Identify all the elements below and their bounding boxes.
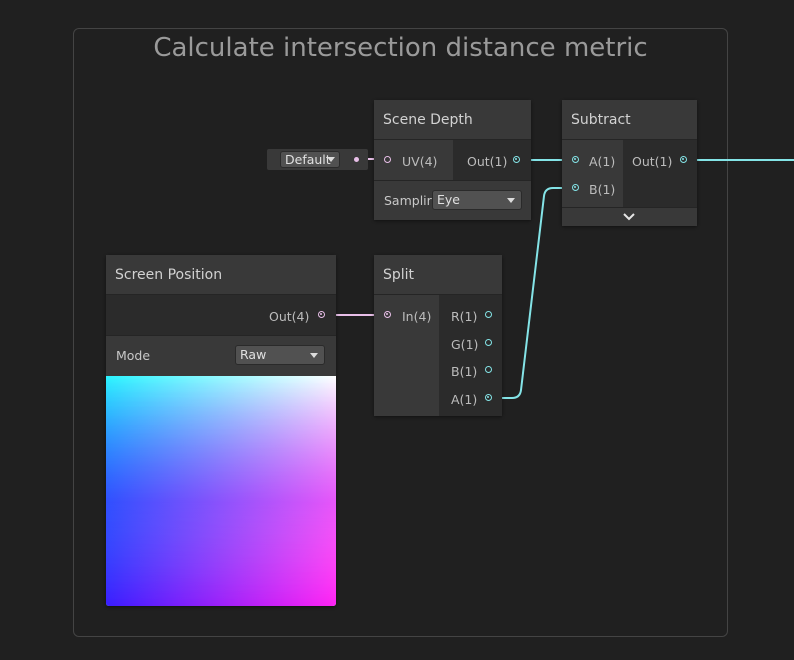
- mode-dropdown[interactable]: Raw: [235, 345, 325, 365]
- screen-position-preview: [106, 376, 336, 606]
- scene-depth-title[interactable]: Scene Depth: [374, 100, 531, 140]
- chevron-down-icon: [327, 157, 335, 162]
- screen-position-settings: Mode Raw: [106, 335, 336, 375]
- split-output-g-label: G(1): [451, 337, 479, 352]
- screen-position-title[interactable]: Screen Position: [106, 255, 336, 295]
- uv-input-label: UV(4): [402, 154, 438, 169]
- subtract-output-port[interactable]: [680, 156, 687, 163]
- subtract-a-label: A(1): [589, 154, 616, 169]
- group-frame[interactable]: Calculate intersection distance metric: [73, 28, 728, 637]
- subtract-title[interactable]: Subtract: [562, 100, 697, 140]
- chevron-down-icon: [507, 198, 515, 203]
- split-input-label: In(4): [402, 309, 432, 324]
- scene-depth-output-port[interactable]: [513, 156, 520, 163]
- split-output-b-label: B(1): [451, 364, 478, 379]
- subtract-b-input-port[interactable]: [572, 184, 579, 191]
- screen-position-output-label: Out(4): [269, 309, 310, 324]
- subtract-expand-bar[interactable]: [562, 207, 697, 226]
- default-input-port[interactable]: Default: [267, 149, 368, 170]
- subtract-ports: A(1) B(1) Out(1): [562, 140, 697, 207]
- screen-position-output-port[interactable]: [318, 311, 325, 318]
- screen-position-ports: Out(4): [106, 295, 336, 335]
- scene-depth-node[interactable]: Scene Depth UV(4) Out(1) Samplir Eye: [374, 100, 531, 220]
- split-output-r-port[interactable]: [485, 311, 492, 318]
- sampling-label: Samplir: [384, 193, 432, 208]
- sampling-dropdown[interactable]: Eye: [432, 190, 522, 210]
- default-dropdown[interactable]: Default: [280, 151, 340, 168]
- mode-dropdown-value: Raw: [240, 347, 267, 362]
- split-ports: In(4) R(1) G(1) B(1) A(1): [374, 295, 502, 416]
- subtract-b-label: B(1): [589, 182, 616, 197]
- split-output-g-port[interactable]: [485, 339, 492, 346]
- split-output-b-port[interactable]: [485, 366, 492, 373]
- split-output-a-port[interactable]: [485, 394, 492, 401]
- mode-label: Mode: [116, 348, 151, 363]
- split-output-r-label: R(1): [451, 309, 478, 324]
- subtract-input-column: [562, 140, 623, 207]
- screen-position-node[interactable]: Screen Position Out(4) Mode Raw: [106, 255, 336, 606]
- scene-depth-ports: UV(4) Out(1): [374, 140, 531, 180]
- chevron-down-icon: [310, 353, 318, 358]
- subtract-node[interactable]: Subtract A(1) B(1) Out(1): [562, 100, 697, 226]
- preview-gradient-bottom: [106, 376, 336, 606]
- split-node[interactable]: Split In(4) R(1) G(1) B(1) A(1): [374, 255, 502, 416]
- uv-input-port[interactable]: [384, 156, 391, 163]
- subtract-output-label: Out(1): [632, 154, 673, 169]
- scene-depth-output-label: Out(1): [467, 154, 508, 169]
- subtract-a-input-port[interactable]: [572, 156, 579, 163]
- default-dropdown-value: Default: [285, 152, 331, 167]
- scene-depth-settings: Samplir Eye: [374, 180, 531, 220]
- split-input-port[interactable]: [384, 311, 391, 318]
- chevron-down-icon[interactable]: [623, 213, 635, 221]
- group-title[interactable]: Calculate intersection distance metric: [153, 33, 648, 63]
- split-title[interactable]: Split: [374, 255, 502, 295]
- split-output-a-label: A(1): [451, 392, 478, 407]
- sampling-dropdown-value: Eye: [437, 192, 460, 207]
- default-output-dot[interactable]: [354, 157, 359, 162]
